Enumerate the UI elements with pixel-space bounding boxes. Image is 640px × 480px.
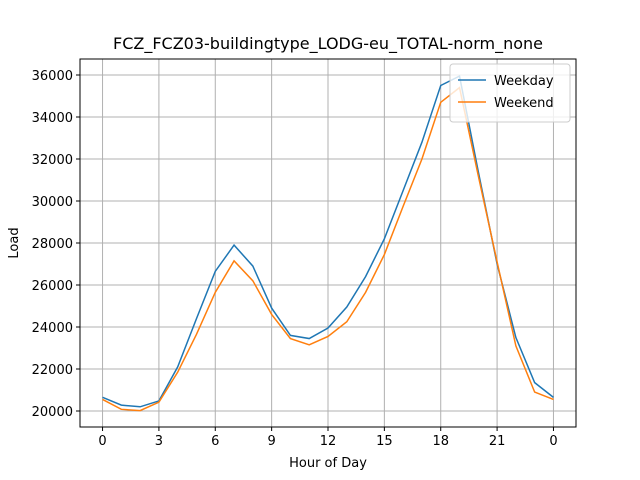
x-tick-label: 18 bbox=[432, 434, 449, 449]
y-tick-label: 20000 bbox=[32, 405, 73, 420]
y-tick-label: 28000 bbox=[32, 237, 73, 252]
chart-title: FCZ_FCZ03-buildingtype_LODG-eu_TOTAL-nor… bbox=[113, 34, 543, 54]
y-tick-label: 26000 bbox=[32, 279, 73, 294]
y-tick-label: 22000 bbox=[32, 363, 73, 378]
x-tick-label: 0 bbox=[98, 434, 106, 449]
x-tick-label: 12 bbox=[320, 434, 337, 449]
x-tick-label: 9 bbox=[267, 434, 275, 449]
x-tick-label: 6 bbox=[211, 434, 219, 449]
y-tick-label: 24000 bbox=[32, 321, 73, 336]
data-line bbox=[102, 86, 554, 412]
x-axis-label: Hour of Day bbox=[289, 456, 367, 471]
legend-label: Weekend bbox=[494, 96, 554, 111]
plot-frame bbox=[79, 58, 577, 428]
y-tick-label: 32000 bbox=[32, 153, 73, 168]
x-tick-label: 15 bbox=[376, 434, 393, 449]
y-tick-label: 34000 bbox=[32, 111, 73, 126]
x-tick-label: 3 bbox=[155, 434, 163, 449]
legend-box bbox=[449, 63, 571, 123]
x-tick-label: 21 bbox=[489, 434, 506, 449]
y-tick-label: 36000 bbox=[32, 69, 73, 84]
y-axis-label: Load bbox=[7, 227, 22, 258]
data-line bbox=[102, 74, 554, 408]
legend-label: Weekday bbox=[494, 74, 554, 89]
x-tick-label: 0 bbox=[549, 434, 557, 449]
y-tick-label: 30000 bbox=[32, 195, 73, 210]
